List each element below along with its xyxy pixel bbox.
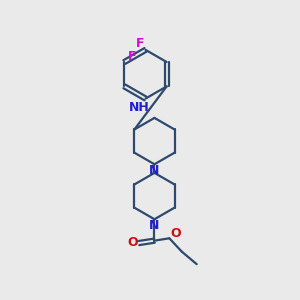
Text: F: F	[136, 37, 144, 50]
Text: O: O	[127, 236, 138, 249]
Text: N: N	[149, 219, 160, 232]
Text: O: O	[170, 227, 181, 240]
Text: N: N	[149, 164, 160, 177]
Text: NH: NH	[129, 101, 150, 114]
Text: F: F	[128, 50, 136, 63]
